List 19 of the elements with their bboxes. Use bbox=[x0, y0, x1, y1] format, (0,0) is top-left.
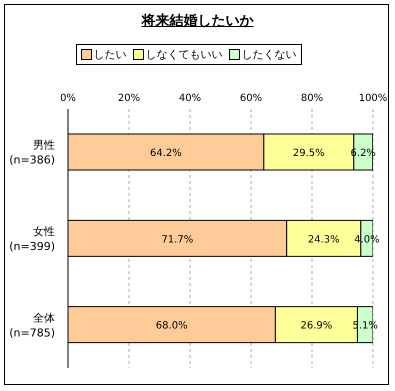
data-label: 29.5% bbox=[292, 148, 325, 159]
legend-label: したい bbox=[92, 47, 126, 62]
chart-title: 将来結婚したいか bbox=[140, 12, 254, 30]
data-label: 26.9% bbox=[300, 320, 332, 332]
data-label: 24.3% bbox=[308, 234, 340, 246]
data-label: 64.2% bbox=[150, 148, 182, 159]
legend-label: しなくてもいい bbox=[144, 47, 222, 62]
data-label: 71.7% bbox=[161, 234, 194, 246]
x-tick-label: 20% bbox=[118, 93, 140, 104]
x-tick-label: 60% bbox=[240, 93, 262, 104]
legend-label: したくない bbox=[240, 47, 296, 62]
y-tick-label: 全体 (n=785) bbox=[9, 311, 55, 340]
y-tick-label: 男性 (n=386) bbox=[9, 138, 55, 167]
x-tick-label: 40% bbox=[178, 93, 202, 104]
x-tick-label: 80% bbox=[300, 93, 324, 104]
y-tick-label: 女性 (n=399) bbox=[9, 225, 55, 253]
x-tick-label: 100% bbox=[358, 93, 388, 104]
data-label: 68.0% bbox=[156, 320, 188, 332]
x-tick-label: 0% bbox=[60, 93, 76, 104]
